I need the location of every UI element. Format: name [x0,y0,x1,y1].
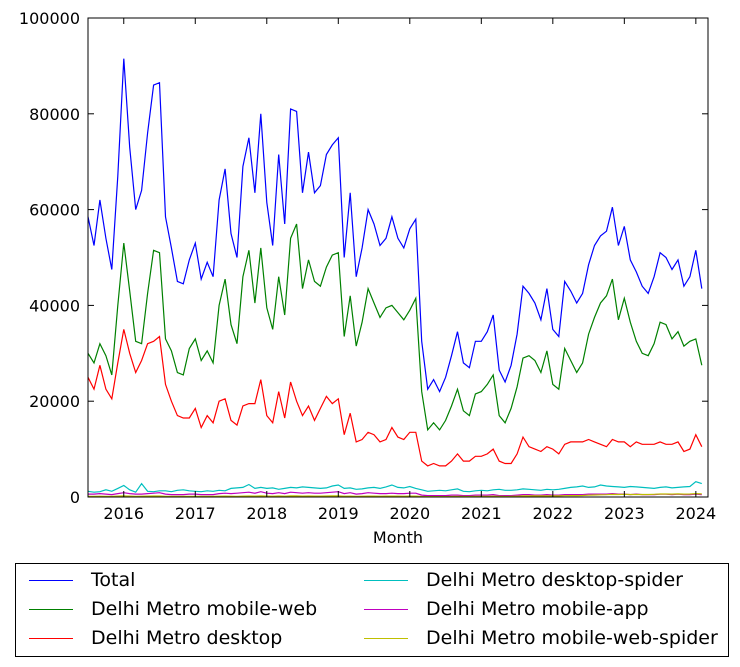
x-tick-label: 2018 [246,504,287,523]
x-tick-label: 2019 [318,504,359,523]
y-tick-label: 80000 [29,105,80,124]
x-tick-label: 2022 [532,504,573,523]
legend-item: Delhi Metro mobile-web [29,597,317,621]
x-tick-label: 2023 [604,504,645,523]
x-tick-label: 2020 [389,504,430,523]
y-tick-label: 60000 [29,201,80,220]
series-line-0 [87,58,703,394]
legend-item: Delhi Metro desktop-spider [364,568,683,592]
y-tick-label: 0 [70,488,80,507]
series-layer [87,58,703,498]
legend-swatch [364,579,408,581]
legend-label: Delhi Metro mobile-app [426,598,649,620]
legend-swatch [29,579,73,581]
legend-swatch [29,637,73,639]
x-axis-title: Month [373,528,423,547]
legend-item: Delhi Metro desktop [29,626,282,650]
y-tick-label: 40000 [29,296,80,315]
line-chart: 0 20000 40000 60000 80000 100000 2016 2017 2018 2… [19,9,716,547]
series-line-3 [87,481,702,493]
x-tick-label: 2016 [103,504,144,523]
series-line-4 [88,491,702,497]
y-tick-label: 20000 [29,392,80,411]
legend-item: Delhi Metro mobile-app [364,597,649,621]
axis-ticks: 0 20000 40000 60000 80000 100000 2016 2017 2018 2… [19,9,716,523]
legend-item: Total [29,568,135,592]
legend-swatch [364,637,408,639]
x-tick-label: 2024 [675,504,716,523]
legend-label: Delhi Metro mobile-web [91,598,318,620]
legend-label: Delhi Metro desktop [91,627,283,649]
series-line-2 [87,329,703,467]
legend: Total Delhi Metro mobile-web Delhi Metro d… [15,563,729,657]
legend-label: Delhi Metro desktop-spider [426,569,683,591]
legend-swatch [364,608,408,610]
legend-item: Delhi Metro mobile-web-spider [364,626,718,650]
x-tick-label: 2021 [461,504,502,523]
legend-label: Delhi Metro mobile-web-spider [426,627,718,649]
legend-label: Total [91,569,136,591]
x-tick-label: 2017 [175,504,216,523]
legend-swatch [29,608,73,610]
y-tick-label: 100000 [19,9,80,28]
series-line-5 [87,492,702,498]
plot-area-frame [87,17,709,498]
series-line-1 [87,223,703,432]
